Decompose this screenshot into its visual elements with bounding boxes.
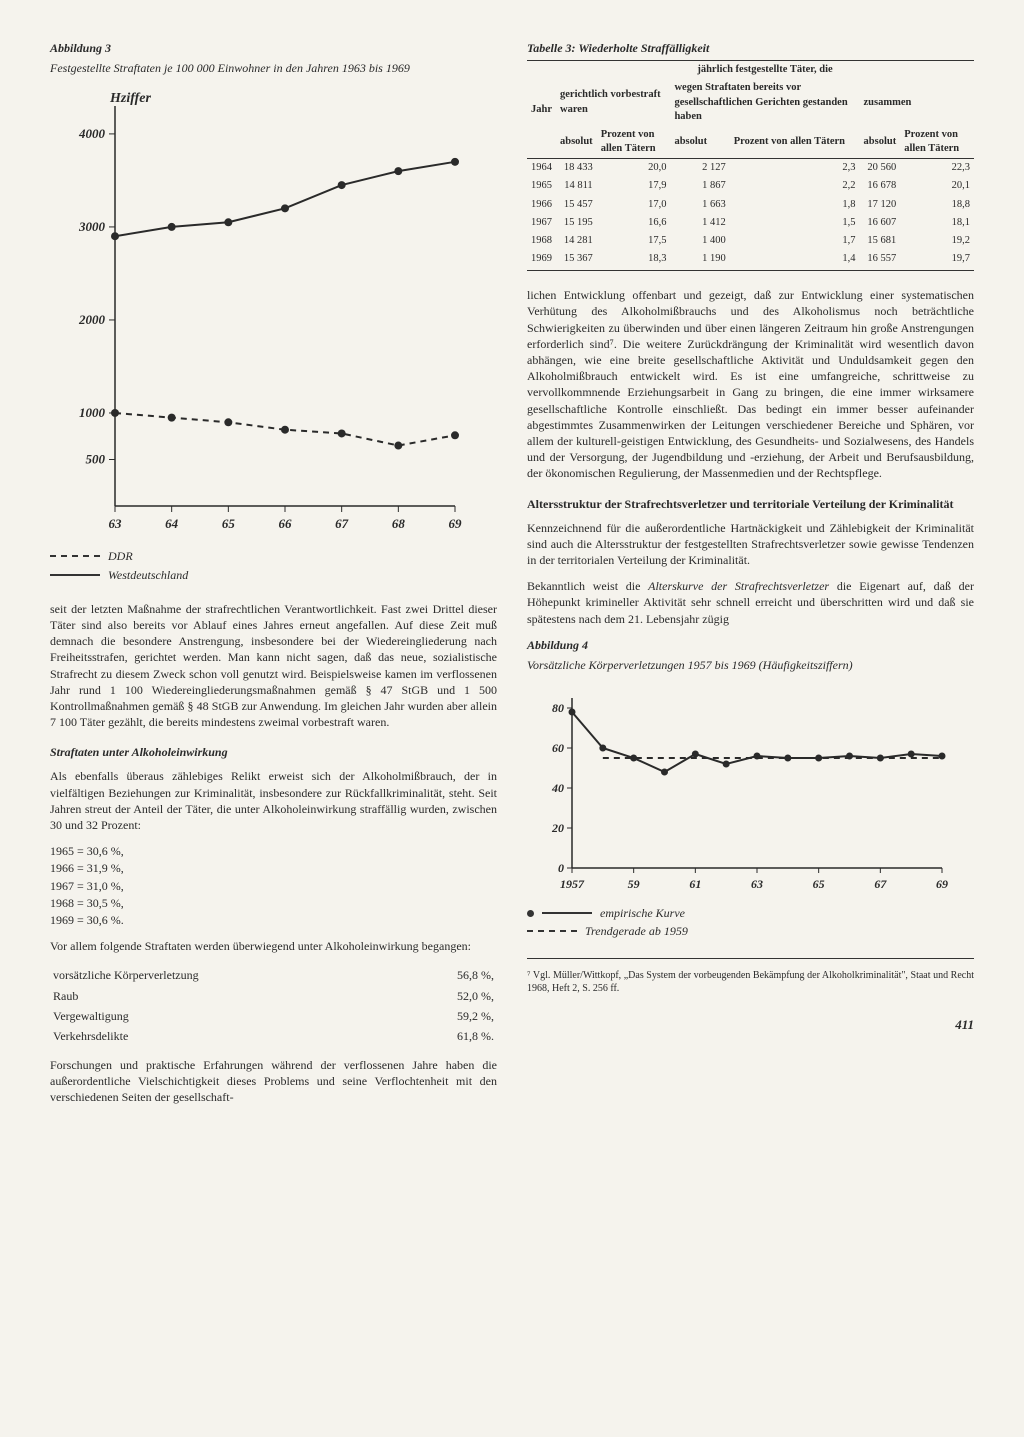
svg-text:2000: 2000	[78, 312, 106, 327]
svg-text:66: 66	[279, 516, 293, 531]
heading-age: Altersstruktur der Strafrechtsverletzer …	[527, 496, 974, 512]
fig3-legend-item: DDR	[50, 548, 497, 564]
svg-text:67: 67	[874, 877, 887, 891]
svg-text:60: 60	[552, 741, 564, 755]
crime-pct-row: vorsätzliche Körperverletzung56,8 %,	[52, 966, 495, 984]
fig4-caption: Vorsätzliche Körperverletzungen 1957 bis…	[527, 657, 974, 673]
svg-text:67: 67	[335, 516, 349, 531]
svg-text:65: 65	[222, 516, 236, 531]
svg-text:0: 0	[558, 861, 564, 875]
table3-title: Tabelle 3: Wiederholte Straffälligkeit	[527, 40, 974, 56]
fig4-legend-item: Trendgerade ab 1959	[527, 923, 974, 939]
para-age-1: Kennzeichnend für die außerordentliche H…	[527, 520, 974, 569]
table-row: 196915 36718,31 1901,416 55719,7	[527, 250, 974, 271]
svg-text:68: 68	[392, 516, 406, 531]
right-column: Tabelle 3: Wiederholte Straffälligkeit J…	[527, 40, 974, 1116]
para-1: seit der letzten Maßnahme der strafrecht…	[50, 601, 497, 731]
crime-pct-row: Raub52,0 %,	[52, 987, 495, 1005]
alcohol-year-row: 1965 = 30,6 %,	[50, 843, 497, 859]
svg-text:61: 61	[689, 877, 701, 891]
heading-alcohol: Straftaten unter Alkoholeinwirkung	[50, 744, 497, 760]
table3: Jahrjährlich festgestellte Täter, dieger…	[527, 60, 974, 271]
left-column: Abbildung 3 Festgestellte Straftaten je …	[50, 40, 497, 1116]
svg-text:69: 69	[936, 877, 948, 891]
alcohol-year-row: 1966 = 31,9 %,	[50, 860, 497, 876]
fig4-legend-item: empirische Kurve	[527, 905, 974, 921]
svg-text:69: 69	[449, 516, 463, 531]
crime-pct-table: vorsätzliche Körperverletzung56,8 %, Raub…	[50, 964, 497, 1047]
table-row: 196814 28117,51 4001,715 68119,2	[527, 232, 974, 250]
para-cont: lichen Entwicklung offenbart und gezeigt…	[527, 287, 974, 481]
svg-text:1000: 1000	[79, 405, 106, 420]
svg-text:80: 80	[552, 701, 564, 715]
table-row: 196715 19516,61 4121,516 60718,1	[527, 214, 974, 232]
para-4: Forschungen und praktische Erfahrungen w…	[50, 1057, 497, 1106]
table-row: 196514 81117,91 8672,216 67820,1	[527, 177, 974, 195]
crime-pct-row: Vergewaltigung59,2 %,	[52, 1007, 495, 1025]
svg-text:20: 20	[551, 821, 564, 835]
svg-text:500: 500	[86, 452, 106, 467]
fig4-label: Abbildung 4	[527, 637, 974, 653]
svg-text:40: 40	[551, 781, 564, 795]
fig4-chart: 0 20 40 60 80 1957 59 61 63 65 67 69 empirische Kur…	[527, 683, 974, 939]
crime-pct-row: Verkehrsdelikte61,8 %.	[52, 1027, 495, 1045]
svg-text:59: 59	[628, 877, 640, 891]
svg-text:64: 64	[165, 516, 179, 531]
svg-text:Hziffer: Hziffer	[109, 91, 152, 106]
alcohol-year-row: 1967 = 31,0 %,	[50, 878, 497, 894]
page-number: 411	[527, 1016, 974, 1034]
svg-text:63: 63	[751, 877, 763, 891]
para-3: Vor allem folgende Straftaten werden übe…	[50, 938, 497, 954]
svg-text:3000: 3000	[78, 219, 106, 234]
fig3-label: Abbildung 3	[50, 40, 497, 56]
alcohol-year-row: 1969 = 30,6 %.	[50, 912, 497, 928]
table-row: 196418 43320,02 1272,320 56022,3	[527, 159, 974, 178]
alcohol-year-row: 1968 = 30,5 %,	[50, 895, 497, 911]
fig3-caption: Festgestellte Straftaten je 100 000 Einw…	[50, 60, 497, 76]
fig3-chart: 500 1000 2000 3000 4000 Hziffer 63 64 65 66 67 68 69…	[50, 86, 497, 582]
svg-text:63: 63	[109, 516, 123, 531]
para-2: Als ebenfalls überaus zählebiges Relikt …	[50, 768, 497, 833]
svg-text:1957: 1957	[560, 877, 585, 891]
svg-text:65: 65	[813, 877, 825, 891]
para-age-2: Bekanntlich weist die Alterskurve der St…	[527, 578, 974, 627]
table-row: 196615 45717,01 6631,817 12018,8	[527, 196, 974, 214]
fig3-legend-item: Westdeutschland	[50, 567, 497, 583]
svg-text:4000: 4000	[78, 126, 106, 141]
footnote-7: ⁷ Vgl. Müller/Wittkopf, „Das System der …	[527, 969, 974, 996]
alcohol-year-list: 1965 = 30,6 %,1966 = 31,9 %, 1967 = 31,0 …	[50, 843, 497, 928]
